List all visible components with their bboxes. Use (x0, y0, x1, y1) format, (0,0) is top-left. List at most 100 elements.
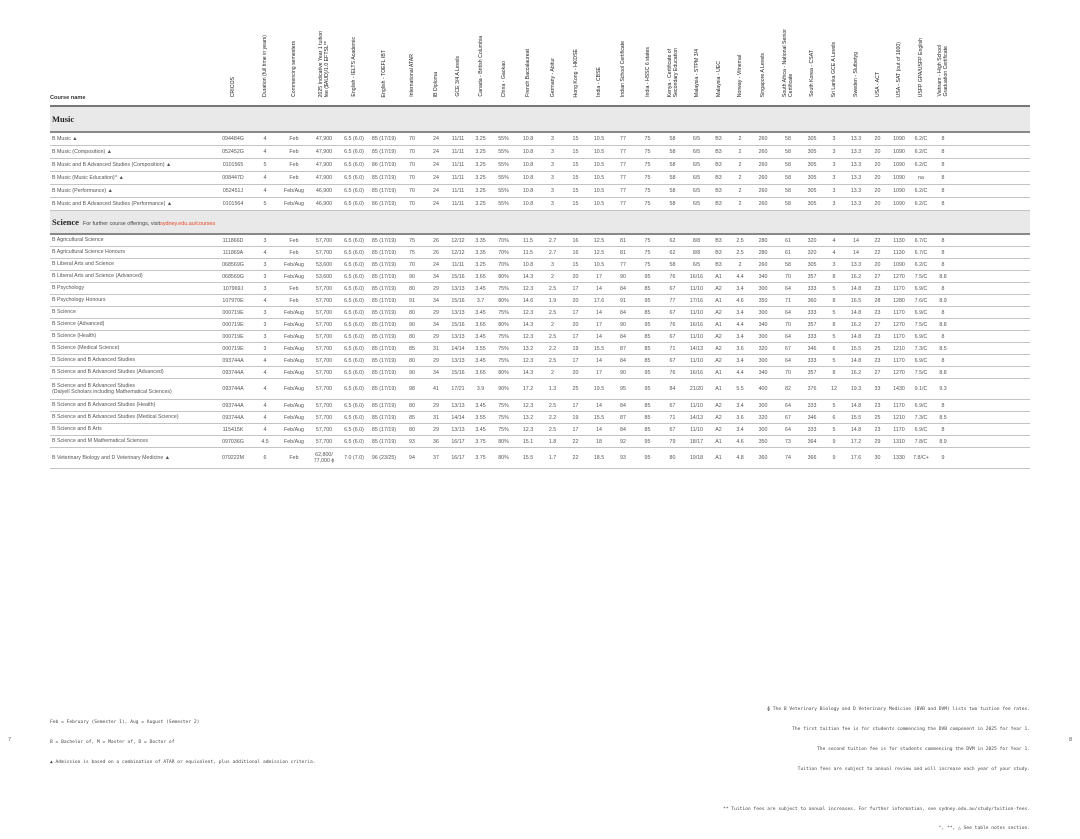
footer-note: ** Tuition fees are subject to annual in… (723, 806, 1030, 812)
table-cell: 3.65 (469, 366, 492, 379)
row-spacer (954, 294, 1030, 307)
table-cell: 8 (932, 282, 954, 295)
table-cell: 13.3 (845, 197, 867, 211)
section-header-music: Music (50, 106, 1030, 133)
table-cell: Feb (279, 294, 309, 307)
table-cell: 333 (801, 330, 823, 343)
table-cell: 85 (635, 306, 660, 319)
table-cell: 111869A (215, 246, 251, 259)
table-cell: 6.5 (6.0) (339, 197, 369, 211)
table-cell: 6.9/C (910, 330, 932, 343)
table-cell: 15/16 (447, 294, 469, 307)
table-cell: 6.5 (6.0) (339, 342, 369, 355)
table-cell: 55% (492, 197, 515, 211)
table-cell: 11.5 (515, 234, 541, 247)
header-spacer (954, 0, 1030, 107)
table-cell: 17 (564, 354, 587, 367)
row-spacer (954, 197, 1030, 211)
table-cell: 2.5 (541, 423, 564, 436)
column-header: International ATAR (399, 0, 425, 107)
table-cell: A2 (708, 423, 729, 436)
table-cell: 61 (775, 246, 801, 259)
table-cell: 57,700 (309, 435, 339, 448)
table-cell: 366 (801, 447, 823, 469)
table-cell: 3 (541, 258, 564, 271)
table-cell: 71 (660, 411, 685, 424)
table-cell: 2 (541, 270, 564, 283)
table-cell: 13/13 (447, 330, 469, 343)
table-cell: 80% (492, 270, 515, 283)
table-cell: 33 (867, 378, 888, 400)
table-cell: 333 (801, 282, 823, 295)
table-cell: 6.2/C (910, 132, 932, 146)
table-cell: 85 (17/19) (369, 411, 399, 424)
table-cell: 8 (932, 145, 954, 159)
table-cell: 55% (492, 184, 515, 198)
table-cell: 5 (823, 354, 845, 367)
table-cell: 84 (611, 423, 635, 436)
table-cell: 6.5 (6.0) (339, 171, 369, 185)
table-cell: 4 (251, 423, 279, 436)
table-cell: 80% (492, 294, 515, 307)
column-header: GCE 3/4 A Levels (447, 0, 469, 107)
table-cell: 14 (587, 330, 611, 343)
table-cell: 8 (823, 318, 845, 331)
table-cell: A1 (708, 447, 729, 469)
table-cell: 90 (399, 270, 425, 283)
table-cell: 12.5 (587, 234, 611, 247)
footer-note: ɸ The B Veterinary Biology and D Veterin… (767, 707, 1030, 713)
course-name: B Liberal Arts and Science (Advanced) (50, 270, 215, 283)
table-cell: 13.3 (845, 258, 867, 271)
row-spacer (954, 318, 1030, 331)
column-header: Malaysia - UEC (708, 0, 729, 107)
table-cell: 6.2/C (910, 145, 932, 159)
table-cell: 5 (823, 423, 845, 436)
table-cell: 20 (867, 145, 888, 159)
table-cell: 8 (932, 423, 954, 436)
table-cell: 7.8/C+ (910, 447, 932, 469)
table-cell: 23 (867, 399, 888, 412)
course-name: B Veterinary Biology and D Veterinary Me… (50, 447, 215, 469)
table-cell: 6 (251, 447, 279, 469)
table-cell: 64 (775, 306, 801, 319)
table-cell: 300 (751, 354, 775, 367)
table-cell: 357 (801, 318, 823, 331)
table-cell: 76 (660, 318, 685, 331)
table-cell: 2.7 (541, 234, 564, 247)
table-cell: 15/16 (447, 366, 469, 379)
table-cell: 16/17 (447, 435, 469, 448)
table-cell: 34 (425, 366, 447, 379)
table-cell: 77 (660, 294, 685, 307)
table-cell: 17.2 (845, 435, 867, 448)
table-cell: 70 (399, 197, 425, 211)
table-cell: 0101565 (215, 158, 251, 172)
table-cell: B3 (708, 171, 729, 185)
section-note: For further course offerings, visit (82, 221, 161, 227)
table-cell: 75 (399, 234, 425, 247)
table-cell: 3.25 (469, 171, 492, 185)
table-cell: 85 (17/19) (369, 145, 399, 159)
table-cell: 13/13 (447, 423, 469, 436)
table-cell: 8 (932, 171, 954, 185)
table-cell: 8 (932, 197, 954, 211)
table-cell: 3 (251, 330, 279, 343)
table-cell: 13.3 (845, 145, 867, 159)
table-row: B Liberal Arts and Science 068569G 3 Feb/Au… (50, 258, 1030, 271)
table-cell: 6.5 (6.0) (339, 318, 369, 331)
table-cell: 6.9/C (910, 282, 932, 295)
table-cell: 16/16 (685, 318, 708, 331)
table-cell: 1090 (888, 171, 910, 185)
table-cell: 85 (17/19) (369, 132, 399, 146)
table-row: B Science and B Arts 115415K 4 Feb/Aug 57,70… (50, 423, 1030, 436)
table-cell: 7.6/C (910, 294, 932, 307)
courses-link[interactable]: sydney.edu.au/courses (160, 221, 216, 227)
table-cell: 67 (660, 306, 685, 319)
table-cell: 11/11 (447, 171, 469, 185)
table-cell: 75% (492, 342, 515, 355)
table-cell: 17 (564, 330, 587, 343)
table-cell: B3 (708, 184, 729, 198)
table-cell: 14 (587, 423, 611, 436)
table-cell: 80% (492, 435, 515, 448)
table-row: B Agricultural Science Honours 111869A 4 Fe… (50, 246, 1030, 259)
table-cell: 357 (801, 366, 823, 379)
